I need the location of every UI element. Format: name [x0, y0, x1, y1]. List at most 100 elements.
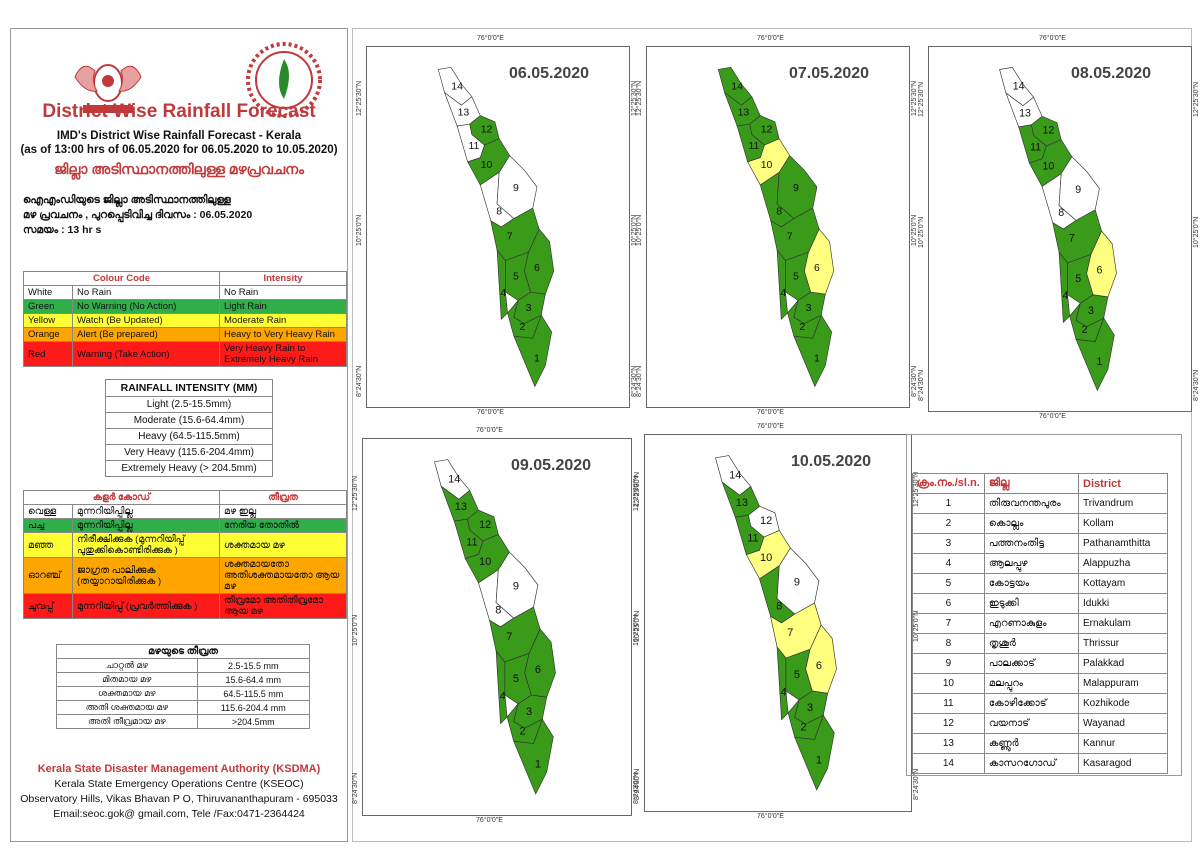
district-number-label: 14 [1013, 81, 1025, 93]
district-row: 10 മലപ്പുറം Malappuram [912, 673, 1168, 694]
org-name: Kerala State Disaster Management Authori… [37, 763, 321, 775]
district-region-9 [776, 154, 818, 219]
district-row: 1 തിരുവനന്തപുരം Trivandrum [912, 493, 1168, 514]
longitude-label: 76°0'0"E [757, 813, 784, 820]
sl-no-cell: 11 [912, 693, 985, 714]
colour-code-row: Yellow Watch (Be Updated) Moderate Rain [23, 313, 347, 328]
sl-no-cell: 12 [912, 713, 985, 734]
rainfall-intensity-title: RAINFALL INTENSITY (MM) [105, 379, 273, 397]
malayalam-intensity-table: മഴയുടെ തീവ്രത ചാറ്റൽ മഴ 2.5-15.5 mm മിതമായ… [56, 644, 311, 729]
district-number-label: 6 [535, 664, 541, 676]
org-line: Kerala State Emergency Operations Centre… [54, 778, 304, 790]
district-number-label: 7 [507, 231, 513, 243]
mal-intensity-range: 64.5-115.5 mm [196, 686, 311, 701]
district-number-label: 10 [479, 556, 491, 568]
issue-line: ഐഎംഡിയുടെ ജില്ലാ അടിസ്ഥാനത്തിലുള്ള [23, 194, 231, 206]
sl-no-cell: 7 [912, 613, 985, 634]
mal-district-cell: കണ്ണൂർ [983, 733, 1080, 754]
malayalam-code-table: കളർ കോഡ് തീവ്രത വെള്ള മുന്നറിയിപ്പില്ല മഴ … [23, 490, 347, 619]
district-row: 8 തൃശൂർ Thrissur [912, 633, 1168, 654]
district-number-label: 3 [807, 702, 813, 714]
longitude-label: 76°0'0"E [477, 35, 504, 42]
district-number-label: 9 [1075, 184, 1081, 196]
district-number-label: 6 [1096, 265, 1102, 277]
district-row: 13 കണ്ണൂർ Kannur [912, 733, 1168, 754]
code-cell: Warning (Take Action) [72, 341, 220, 367]
district-row: 9 പാലക്കാട് Palakkad [912, 653, 1168, 674]
district-number-label: 2 [799, 321, 805, 333]
org-line: Observatory Hills, Vikas Bhavan P O, Thi… [20, 793, 338, 805]
mal-colour-cell: വെള്ള [23, 504, 73, 519]
district-number-label: 9 [794, 576, 800, 588]
legend-panel: District Wise Rainfall Forecast IMD's Di… [10, 28, 348, 842]
intensity-cell: Moderate Rain [219, 313, 347, 328]
issue-line: സമയം : 13 hr s [23, 224, 102, 236]
district-name-cell: Malappuram [1078, 673, 1168, 694]
mal-code-cell: മുന്നറിയിപ്പില്ല [72, 504, 220, 519]
mal-colour-cell: ഓറഞ്ച് [23, 557, 73, 594]
colour-code-row: Orange Alert (Be prepared) Heavy to Very H… [23, 327, 347, 342]
district-name-cell: Kottayam [1078, 573, 1168, 594]
district-number-label: 8 [496, 205, 502, 217]
latitude-label: 10°25'0"N [918, 216, 925, 248]
sl-no-cell: 9 [912, 653, 985, 674]
mal-intensity-row: ചാറ്റൽ മഴ 2.5-15.5 mm [56, 658, 311, 673]
mal-intensity-row: അതി ശക്തമായ മഴ 115.6-204.4 mm [56, 700, 311, 715]
district-number-label: 9 [513, 182, 519, 194]
district-number-label: 8 [1058, 207, 1064, 219]
district-name-cell: Kannur [1078, 733, 1168, 754]
mal-intensity-label: മിതമായ മഴ [56, 672, 198, 687]
code-cell: Alert (Be prepared) [72, 327, 220, 342]
district-number-label: 1 [816, 755, 822, 767]
rainfall-intensity-row: Heavy (64.5-115.5mm) [105, 428, 273, 445]
district-number-label: 14 [451, 80, 463, 92]
mal-district-cell: പാലക്കാട് [983, 653, 1080, 674]
district-number-label: 5 [793, 270, 799, 282]
district-number-label: 6 [534, 262, 540, 274]
mal-intensity-range: 115.6-204.4 mm [196, 700, 311, 715]
mal-code-cell: മുന്നറിയിപ്പില്ല [72, 518, 220, 533]
mal-district-cell: ആലപ്പുഴ [983, 553, 1080, 574]
longitude-label: 76°0'0"E [476, 427, 503, 434]
mal-code-row: ഓറഞ്ച് ജാഗ്രത പാലിക്കുക (തയ്യാറായിരിക്കുക… [23, 557, 347, 594]
mal-district-cell: കോട്ടയം [983, 573, 1080, 594]
district-number-label: 10 [481, 159, 493, 171]
mal-code-row: വെള്ള മുന്നറിയിപ്പില്ല മഴ ഇല്ല [23, 504, 347, 519]
district-number-label: 11 [747, 532, 758, 544]
district-number-label: 6 [816, 660, 822, 672]
district-table-frame [906, 434, 1182, 776]
mal-intensity-row: ശക്തമായ മഴ 64.5-115.5 mm [56, 686, 311, 701]
district-number-label: 9 [513, 580, 519, 592]
district-number-label: 11 [466, 536, 477, 548]
district-number-label: 5 [513, 270, 519, 282]
rainfall-intensity-cell: Very Heavy (115.6-204.4mm) [105, 444, 273, 461]
intensity-cell: Heavy to Very Heavy Rain [219, 327, 347, 342]
rainfall-intensity-cell: Light (2.5-15.5mm) [105, 396, 273, 413]
mal-intensity-range: >204.5mm [196, 714, 311, 729]
district-number-label: 2 [519, 726, 525, 738]
district-region-14 [999, 67, 1035, 107]
district-number-label: 3 [1088, 305, 1094, 317]
mal-code-header: കളർ കോഡ് [23, 490, 220, 505]
mal-intensity-row: മിതമായ മഴ 15.6-64.4 mm [56, 672, 311, 687]
district-number-label: 4 [500, 690, 506, 702]
rainfall-intensity-row: Light (2.5-15.5mm) [105, 396, 273, 413]
mal-code-cell: നിരീക്ഷിക്കുക (മുന്നറിയിപ്പ് പുതുക്കികൊണ… [72, 532, 220, 558]
sl-no-cell: 14 [912, 753, 985, 774]
mal-intensity-title: മഴയുടെ തീവ്രത [56, 644, 310, 659]
district-number-label: 2 [800, 722, 806, 734]
mal-intensity-cell: ശക്തമായ മഴ [219, 532, 347, 558]
district-table: ക്രം.നം./sl.n. ജില്ല District 1 തിരുവനന്ത… [912, 473, 1168, 774]
longitude-label: 76°0'0"E [757, 409, 784, 416]
district-header: District [1078, 473, 1168, 494]
mal-code-cell: മുന്നറിയിപ്പ് (പ്രവർത്തിക്കുക ) [72, 593, 220, 619]
mal-colour-cell: പച്ച [23, 518, 73, 533]
colour-code-row: Green No Warning (No Action) Light Rain [23, 299, 347, 314]
mal-district-cell: പത്തനംതിട്ട [983, 533, 1080, 554]
district-number-label: 4 [781, 686, 787, 698]
malayalam-title: ജില്ലാ അടിസ്ഥാനത്തിലുള്ള മഴപ്രവചനം [54, 161, 304, 177]
district-number-label: 6 [814, 262, 820, 274]
